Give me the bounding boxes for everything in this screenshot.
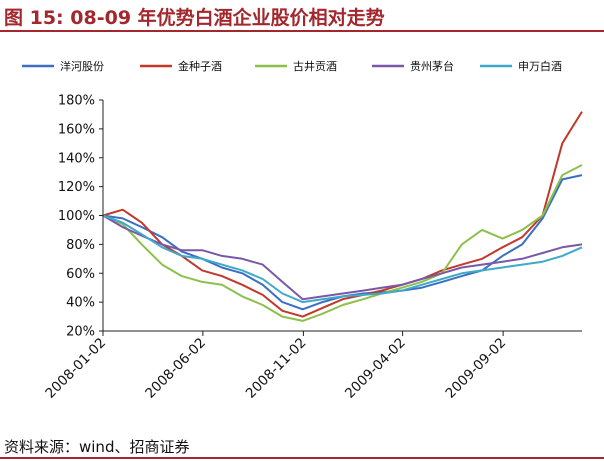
legend-item: 洋河股份 xyxy=(22,59,104,73)
series-line-5 xyxy=(102,214,583,304)
x-tick-label: 2008-11-02 xyxy=(243,335,310,402)
bottom-rule xyxy=(0,457,604,459)
y-tick-label: 20% xyxy=(66,325,95,340)
plot-area xyxy=(102,111,583,322)
x-tick-label: 2009-09-02 xyxy=(443,335,510,402)
legend-item: 申万白酒 xyxy=(480,59,562,73)
legend-item: 金种子酒 xyxy=(140,59,222,73)
y-tick-label: 180% xyxy=(58,94,95,109)
series-line-4 xyxy=(102,214,583,301)
legend-label: 贵州茅台 xyxy=(410,59,454,73)
series-line-1 xyxy=(102,174,583,311)
chart-legend: 洋河股份 金种子酒 古井贡酒 贵州茅台 申万白酒 xyxy=(22,59,562,73)
line-chart: 洋河股份 金种子酒 古井贡酒 贵州茅台 申万白酒 20% 40% 60% 80% 100% 120… xyxy=(22,59,583,402)
x-tick-label: 2009-04-02 xyxy=(342,335,409,402)
y-tick-label: 80% xyxy=(66,238,95,253)
figure-title: 图 15: 08-09 年优势白酒企业股价相对走势 xyxy=(4,7,385,29)
title-rule xyxy=(0,30,604,32)
legend-label: 洋河股份 xyxy=(60,59,104,73)
y-axis: 20% 40% 60% 80% 100% 120% 140% 160% 180% xyxy=(58,94,104,340)
y-tick-label: 160% xyxy=(58,122,95,137)
legend-label: 金种子酒 xyxy=(178,59,222,73)
y-tick-label: 120% xyxy=(58,180,95,195)
x-tick-label: 2008-01-02 xyxy=(42,335,109,402)
series-line-3 xyxy=(102,164,583,322)
x-axis: 2008-01-02 2008-06-02 2008-11-02 2009-04-02… xyxy=(42,330,582,402)
legend-item: 贵州茅台 xyxy=(372,59,454,73)
y-tick-label: 40% xyxy=(66,296,95,311)
x-tick-label: 2008-06-02 xyxy=(142,335,209,402)
y-tick-label: 60% xyxy=(66,267,95,282)
series-line-2 xyxy=(102,111,583,318)
y-tick-label: 140% xyxy=(58,151,95,166)
legend-label: 古井贡酒 xyxy=(293,59,337,73)
legend-label: 申万白酒 xyxy=(518,59,562,73)
source-note: 资料来源：wind、招商证券 xyxy=(4,438,190,456)
legend-item: 古井贡酒 xyxy=(255,59,337,73)
y-tick-label: 100% xyxy=(58,209,95,224)
